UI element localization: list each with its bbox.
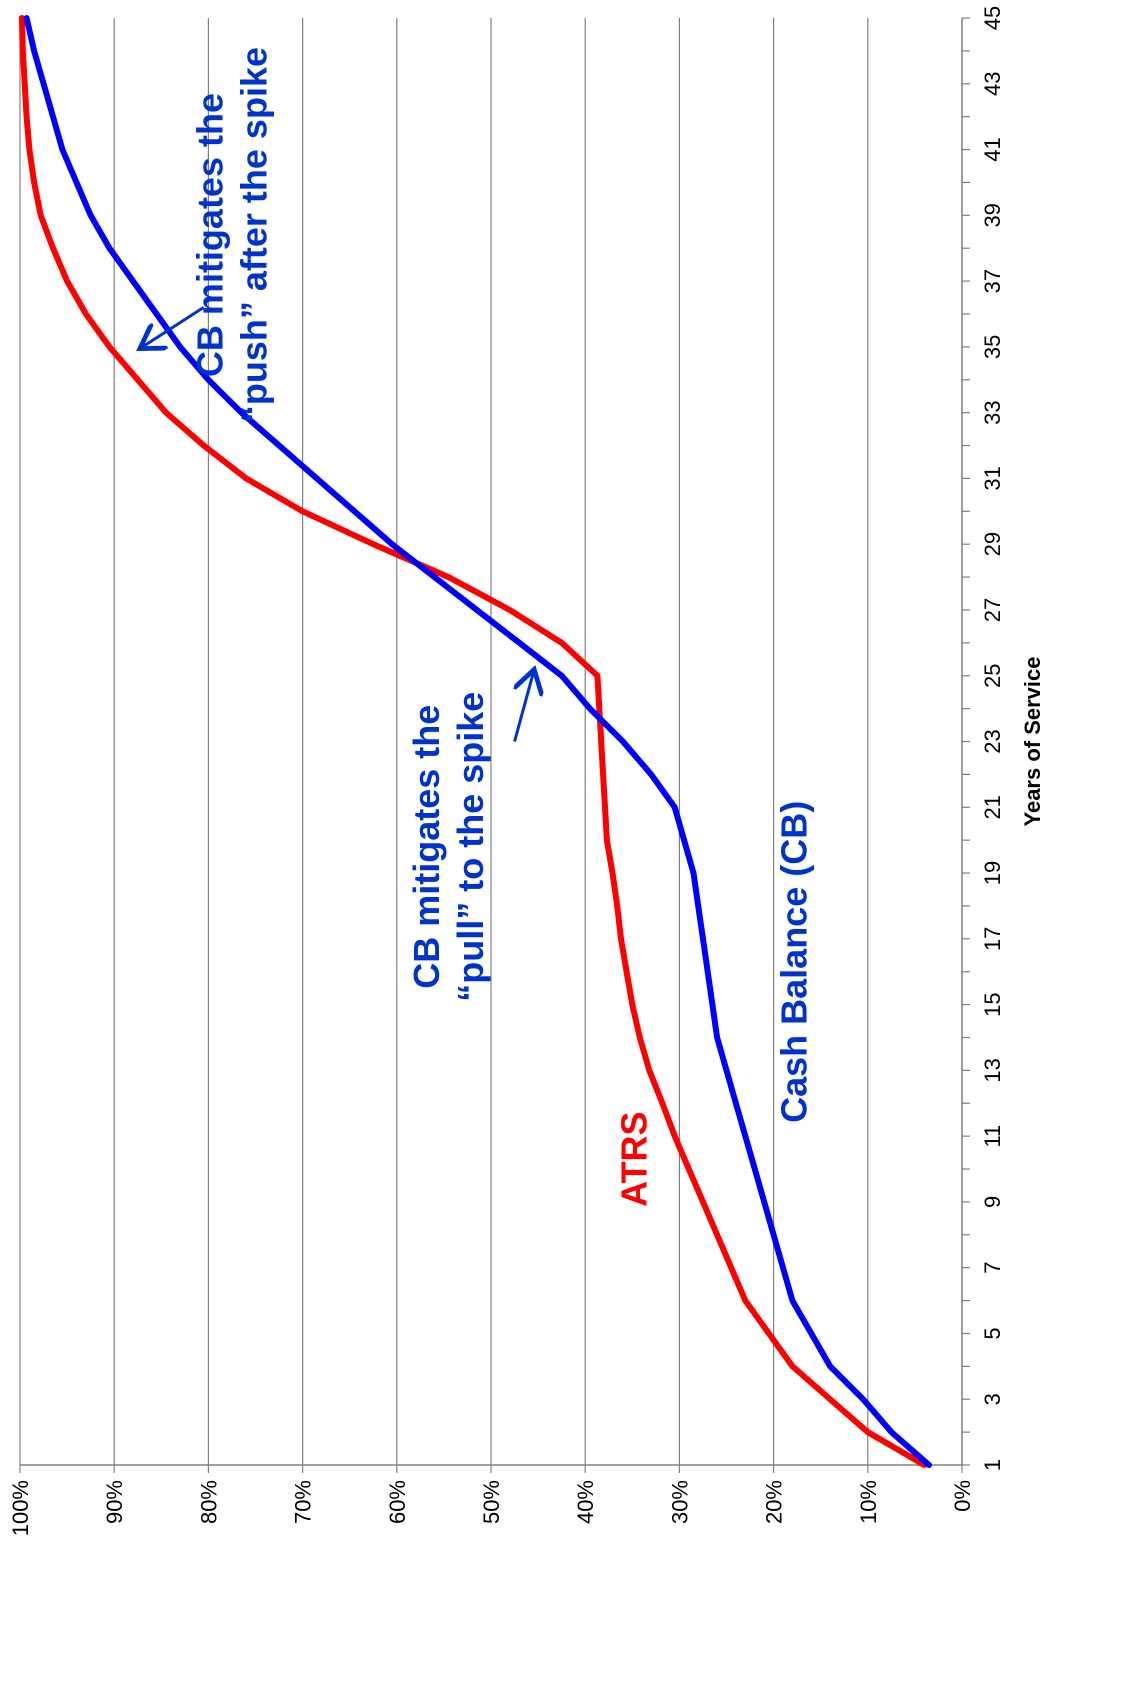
axes bbox=[19, 17, 970, 1473]
y-tick-label: 80% bbox=[196, 1480, 221, 1524]
tick-labels: 0%10%20%30%40%50%60%70%80%90%100%1357911… bbox=[8, 6, 1045, 1537]
grid bbox=[19, 18, 869, 1465]
x-tick-label: 29 bbox=[980, 532, 1005, 556]
x-tick-label: 33 bbox=[980, 400, 1005, 424]
y-tick-label: 60% bbox=[385, 1480, 410, 1524]
x-tick-label: 21 bbox=[980, 795, 1005, 819]
series bbox=[18, 15, 932, 1468]
series-line-atrs bbox=[18, 15, 928, 1468]
x-tick-label: 41 bbox=[980, 137, 1005, 161]
push-annotation-line: “push” after the spike bbox=[234, 47, 275, 423]
y-tick-label: 0% bbox=[950, 1480, 975, 1512]
y-tick-label: 20% bbox=[762, 1480, 787, 1524]
y-tick-label: 30% bbox=[667, 1480, 692, 1524]
y-tick-label: 10% bbox=[856, 1480, 881, 1524]
x-tick-label: 15 bbox=[980, 992, 1005, 1016]
cash-balance-label-line: Cash Balance (CB) bbox=[774, 801, 815, 1123]
y-tick-label: 50% bbox=[479, 1480, 504, 1524]
x-tick-label: 1 bbox=[980, 1459, 1005, 1471]
x-tick-label: 23 bbox=[980, 729, 1005, 753]
push-annotation: CB mitigates the “push” after the spike bbox=[190, 47, 275, 423]
x-tick-label: 5 bbox=[980, 1327, 1005, 1339]
y-tick-label: 40% bbox=[573, 1480, 598, 1524]
pull-arrow bbox=[513, 672, 534, 742]
y-tick-label: 90% bbox=[102, 1480, 127, 1524]
cash-balance-label: Cash Balance (CB) bbox=[774, 801, 815, 1123]
x-tick-label: 13 bbox=[980, 1058, 1005, 1082]
atrs-label: ATRS bbox=[613, 1111, 654, 1206]
pull-annotation-line: CB mitigates the bbox=[406, 705, 447, 989]
x-tick-label: 35 bbox=[980, 335, 1005, 359]
atrs-label-line: ATRS bbox=[613, 1111, 654, 1206]
x-tick-label: 25 bbox=[980, 663, 1005, 687]
x-tick-label: 39 bbox=[980, 203, 1005, 227]
x-tick-label: 7 bbox=[980, 1262, 1005, 1274]
x-tick-label: 43 bbox=[980, 72, 1005, 96]
x-tick-label: 19 bbox=[980, 861, 1005, 885]
x-tick-label: 17 bbox=[980, 927, 1005, 951]
x-tick-label: 37 bbox=[980, 269, 1005, 293]
y-tick-label: 70% bbox=[291, 1480, 316, 1524]
x-tick-label: 45 bbox=[980, 6, 1005, 30]
push-arrow bbox=[142, 306, 205, 346]
y-tick-label: 100% bbox=[8, 1480, 33, 1536]
x-tick-label: 9 bbox=[980, 1196, 1005, 1208]
x-tick-label: 11 bbox=[980, 1125, 1005, 1148]
push-annotation-line: CB mitigates the bbox=[190, 93, 231, 377]
x-tick-label: 27 bbox=[980, 598, 1005, 622]
x-tick-label: 3 bbox=[980, 1393, 1005, 1405]
x-tick-label: 31 bbox=[980, 466, 1005, 490]
series-line-cash-balance bbox=[23, 15, 932, 1468]
pull-annotation: CB mitigates the “pull” to the spike bbox=[406, 692, 491, 1002]
x-axis-title: Years of Service bbox=[1020, 656, 1045, 826]
pull-annotation-line: “pull” to the spike bbox=[450, 692, 491, 1002]
